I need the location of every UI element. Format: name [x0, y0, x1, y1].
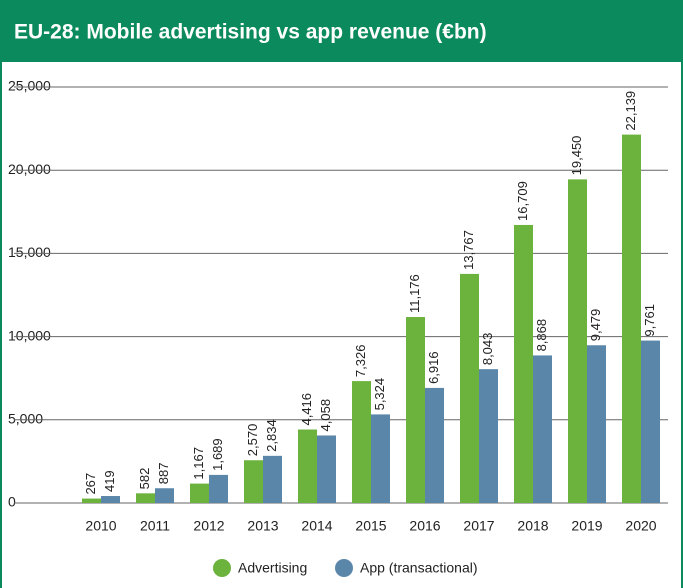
value-label: 2,834	[264, 419, 279, 452]
value-label: 11,176	[407, 274, 422, 313]
value-label: 16,709	[515, 181, 530, 221]
bar	[352, 381, 371, 503]
bar	[190, 483, 209, 503]
bar	[479, 369, 498, 503]
bar	[101, 496, 120, 503]
bar	[425, 387, 444, 503]
y-tick-label: 25,000	[8, 78, 51, 94]
x-tick-label: 2017	[463, 518, 494, 534]
x-tick-label: 2015	[355, 518, 386, 534]
bar	[622, 134, 641, 503]
legend-label: Advertising	[238, 560, 307, 576]
value-label: 887	[156, 463, 171, 485]
bar	[155, 488, 174, 503]
value-label: 1,167	[191, 447, 206, 480]
x-tick-label: 2018	[517, 518, 548, 534]
bar	[371, 414, 390, 503]
y-tick-label: 20,000	[8, 161, 51, 177]
value-label: 267	[83, 473, 98, 495]
bar	[209, 474, 228, 503]
bar	[263, 455, 282, 503]
y-tick-label: 10,000	[8, 327, 51, 343]
value-label: 19,450	[569, 136, 584, 176]
bar	[317, 435, 336, 503]
bar	[298, 429, 317, 503]
bar	[406, 317, 425, 503]
x-tick-label: 2016	[409, 518, 440, 534]
value-label: 13,767	[461, 230, 476, 270]
bar	[136, 493, 155, 503]
value-label: 5,324	[372, 378, 387, 411]
header-bar	[0, 0, 683, 62]
value-label: 4,416	[299, 393, 314, 426]
bar	[533, 355, 552, 503]
y-tick-label: 15,000	[8, 244, 51, 260]
x-tick-label: 2012	[193, 518, 224, 534]
value-label: 419	[102, 470, 117, 492]
x-tick-label: 2014	[301, 518, 332, 534]
bar	[514, 224, 533, 504]
legend-swatch	[213, 559, 231, 577]
bar	[82, 498, 101, 503]
bar	[641, 340, 660, 503]
x-tick-label: 2011	[140, 518, 170, 534]
value-label: 582	[137, 468, 152, 490]
bar	[587, 345, 606, 503]
value-label: 2,570	[245, 424, 260, 457]
y-tick-label: 0	[8, 494, 16, 510]
value-label: 1,689	[210, 438, 225, 471]
x-tick-label: 2020	[625, 518, 656, 534]
value-label: 7,326	[353, 345, 368, 378]
value-label: 8,043	[480, 333, 495, 366]
value-label: 6,916	[426, 351, 441, 384]
chart-title: EU-28: Mobile advertising vs app revenue…	[14, 21, 487, 44]
x-tick-label: 2013	[247, 518, 278, 534]
legend-swatch	[335, 559, 353, 577]
y-tick-label: 5,000	[8, 411, 43, 427]
bar	[568, 179, 587, 504]
legend-label: App (transactional)	[360, 560, 478, 576]
value-label: 4,058	[318, 399, 333, 432]
value-label: 8,868	[534, 319, 549, 352]
value-label: 9,479	[588, 309, 603, 342]
value-label: 9,761	[642, 304, 657, 337]
value-label: 22,139	[623, 91, 638, 131]
x-tick-label: 2010	[85, 518, 116, 534]
x-tick-label: 2019	[571, 518, 602, 534]
bar	[244, 460, 263, 503]
bar	[460, 273, 479, 503]
